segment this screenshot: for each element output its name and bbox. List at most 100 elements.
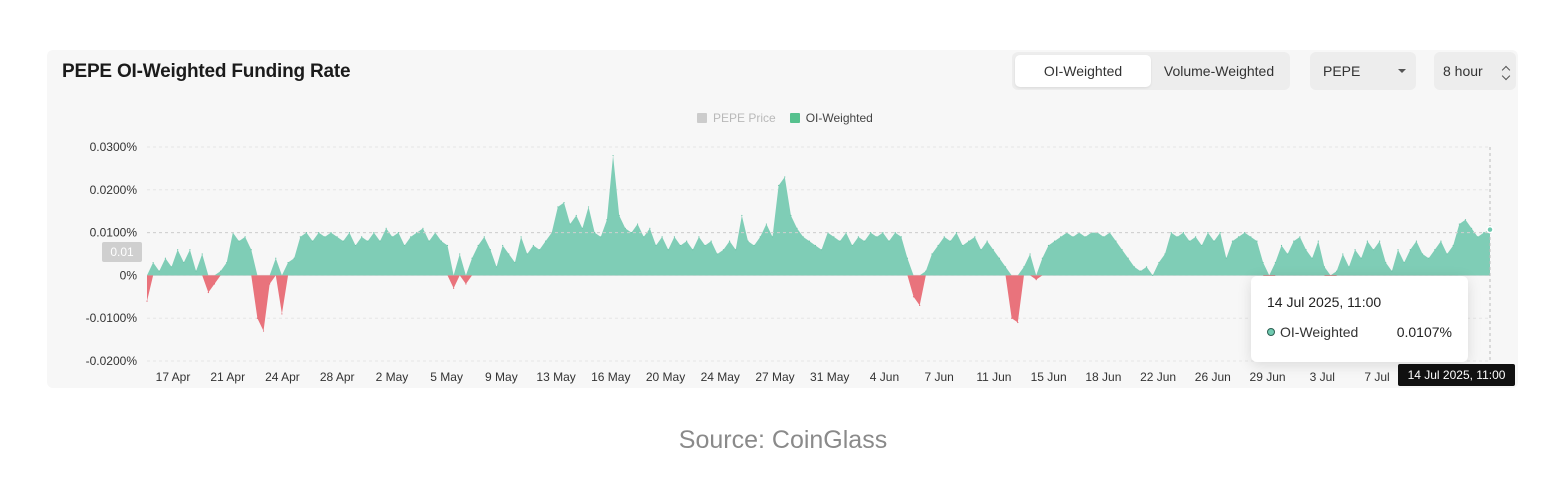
data-point [968, 240, 970, 242]
data-point [1336, 270, 1338, 272]
data-point [1023, 266, 1025, 268]
x-tick-label: 3 Jul [1310, 370, 1335, 384]
data-point [1391, 270, 1393, 272]
data-point [1305, 249, 1307, 251]
data-point [833, 236, 835, 238]
weighting-toggle[interactable]: OI-Weighted Volume-Weighted [1012, 52, 1290, 90]
data-point [250, 249, 252, 251]
data-point [1409, 249, 1411, 251]
coin-select[interactable]: PEPE [1310, 52, 1416, 90]
x-tick-label: 7 Jul [1364, 370, 1389, 384]
data-point [1041, 257, 1043, 259]
data-point [459, 253, 461, 255]
y-hover-label: 0.01 [102, 242, 142, 262]
data-point [636, 223, 639, 225]
data-point [986, 240, 988, 242]
volume-weighted-tab[interactable]: Volume-Weighted [1163, 63, 1275, 79]
data-point [269, 283, 271, 285]
data-point [361, 236, 363, 238]
data-point [367, 240, 369, 242]
x-tick-label: 27 May [755, 370, 794, 384]
data-point [612, 154, 614, 157]
data-point [692, 249, 694, 251]
x-tick-label: 5 May [430, 370, 463, 384]
data-point [1366, 240, 1368, 242]
data-point [152, 261, 154, 264]
data-point [348, 232, 350, 234]
data-point [790, 214, 792, 217]
legend-item-oi[interactable]: OI-Weighted [789, 111, 873, 125]
x-tick-label: 24 May [701, 370, 740, 384]
data-point [1213, 240, 1215, 242]
data-point [606, 219, 608, 221]
x-tick-label: 18 Jun [1085, 370, 1121, 384]
data-point [336, 236, 338, 238]
data-point [728, 240, 731, 242]
interval-select[interactable]: 8 hour [1434, 52, 1516, 90]
chart-panel: PEPE OI-Weighted Funding Rate OI-Weighte… [47, 50, 1518, 388]
data-point [373, 232, 375, 234]
data-point [1121, 249, 1123, 251]
oi-weighted-tab[interactable]: OI-Weighted [1015, 55, 1151, 87]
data-point [1262, 261, 1264, 264]
data-point [1403, 261, 1405, 264]
data-point [698, 236, 700, 238]
data-point [1421, 253, 1424, 255]
funding-rate-plot[interactable]: 0.0300% 0.0200% 0.0100% 0% -0.0100% -0.0200% 1… [47, 50, 1518, 388]
data-point [735, 249, 737, 251]
data-point [1348, 266, 1350, 268]
data-point [808, 240, 810, 242]
data-point [287, 261, 289, 264]
data-point [747, 240, 749, 242]
data-point [1053, 240, 1056, 242]
x-tick-label: 17 Apr [156, 370, 191, 384]
data-point [943, 236, 945, 238]
data-point [594, 232, 596, 234]
data-point [820, 249, 823, 251]
data-point [324, 236, 326, 238]
data-point [1060, 236, 1062, 238]
data-point [293, 257, 295, 259]
data-point [870, 232, 872, 234]
negative-funding-area [147, 275, 1490, 332]
data-point [980, 249, 982, 251]
data-point [919, 304, 921, 306]
data-point [520, 236, 522, 238]
data-point [1372, 249, 1375, 251]
data-point [195, 270, 197, 272]
x-tick-label: 9 May [485, 370, 518, 384]
data-point [673, 236, 675, 238]
data-point [213, 283, 216, 285]
data-point [778, 184, 780, 187]
data-point [802, 236, 804, 238]
data-point [912, 296, 915, 298]
data-point [1115, 240, 1117, 242]
data-point [428, 240, 430, 242]
x-tick-label: 24 Apr [265, 370, 300, 384]
legend-item-price[interactable]: PEPE Price [697, 111, 776, 125]
data-point [1354, 249, 1356, 251]
data-point [226, 261, 228, 264]
data-point [1011, 317, 1013, 319]
tooltip-value: 0.0107% [1396, 324, 1452, 340]
data-point [1471, 227, 1473, 229]
y-tick-label: -0.0200% [86, 354, 138, 368]
data-point [1237, 236, 1240, 238]
data-point [1379, 240, 1381, 242]
data-point [581, 227, 584, 229]
data-point [1452, 244, 1454, 247]
data-point [894, 232, 896, 234]
data-point [1415, 240, 1418, 242]
tooltip-date: 14 Jul 2025, 11:00 [1267, 294, 1382, 310]
data-point [814, 244, 817, 247]
y-tick-label: 0.0200% [90, 183, 138, 197]
data-point [1360, 257, 1362, 259]
data-point [1029, 253, 1031, 255]
data-point [342, 240, 344, 242]
data-point [796, 227, 798, 229]
data-point [1158, 261, 1160, 264]
chart-legend: PEPE Price OI-Weighted [697, 111, 873, 125]
data-point [1446, 253, 1448, 255]
data-point [483, 236, 485, 238]
data-point [771, 236, 774, 238]
